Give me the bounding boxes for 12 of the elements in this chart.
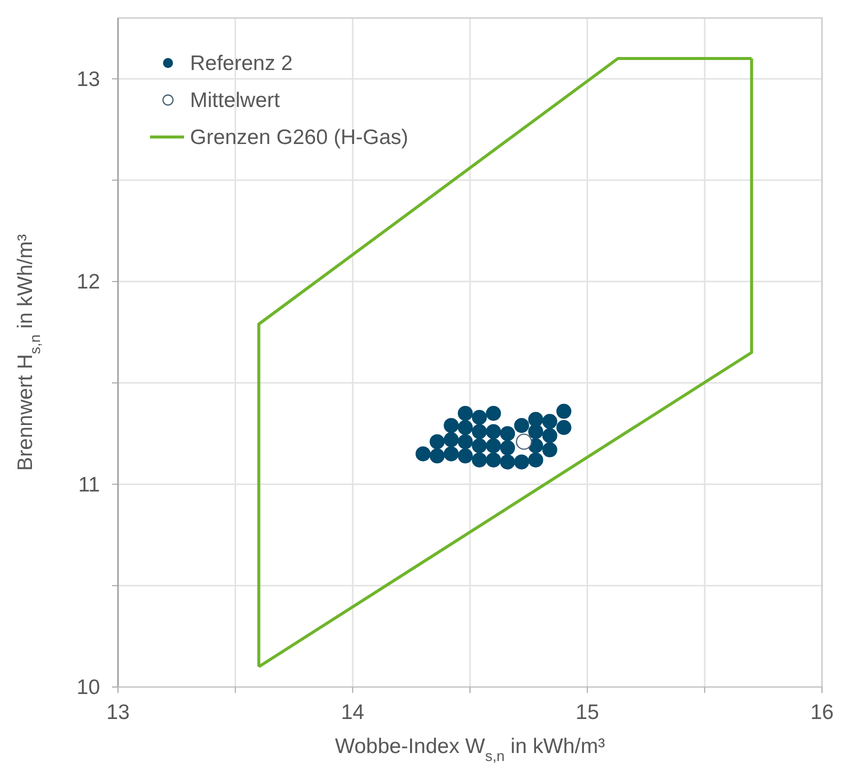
legend-label: Grenzen G260 (H-Gas) [190, 126, 408, 149]
y-tick-label: 11 [78, 473, 100, 496]
x-tick-label: 14 [340, 701, 365, 724]
legend-label: Mittelwert [190, 89, 280, 112]
x-axis-title: Wobbe-Index W$_{s,n}$ in kWh/m³ [334, 735, 606, 765]
x-tick-label: 13 [106, 701, 130, 724]
legend-label: Referenz 2 [190, 52, 293, 75]
y-tick-label: 13 [76, 68, 100, 91]
x-tick-label: 16 [810, 701, 834, 724]
x-tick-label: 15 [576, 701, 600, 724]
y-tick-label: 10 [76, 676, 100, 699]
y-tick-label: 12 [76, 270, 100, 294]
